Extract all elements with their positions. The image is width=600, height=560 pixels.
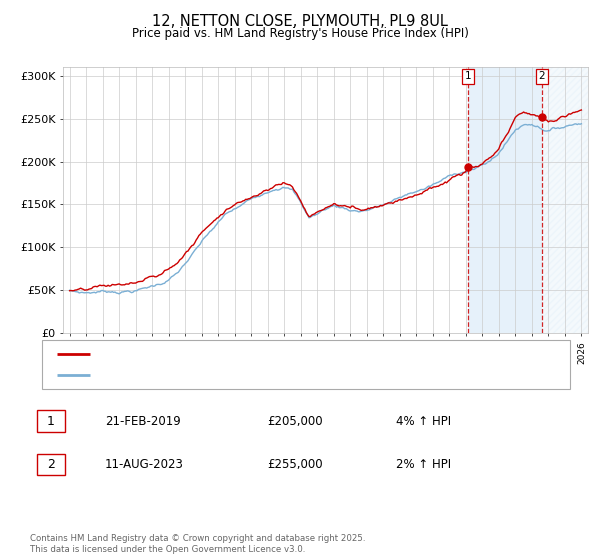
Text: £205,000: £205,000	[267, 414, 323, 428]
Text: 1: 1	[464, 71, 471, 81]
Text: 2% ↑ HPI: 2% ↑ HPI	[396, 458, 451, 472]
Bar	[468, 67, 542, 333]
Text: 1: 1	[47, 414, 55, 428]
Text: HPI: Average price, semi-detached house, City of Plymouth: HPI: Average price, semi-detached house,…	[101, 370, 409, 380]
Text: 11-AUG-2023: 11-AUG-2023	[105, 458, 184, 472]
Text: £255,000: £255,000	[267, 458, 323, 472]
Text: Price paid vs. HM Land Registry's House Price Index (HPI): Price paid vs. HM Land Registry's House …	[131, 27, 469, 40]
Text: 12, NETTON CLOSE, PLYMOUTH, PL9 8UL: 12, NETTON CLOSE, PLYMOUTH, PL9 8UL	[152, 14, 448, 29]
Text: 2: 2	[539, 71, 545, 81]
Bar	[542, 67, 590, 333]
Text: 21-FEB-2019: 21-FEB-2019	[105, 414, 181, 428]
Text: 12, NETTON CLOSE, PLYMOUTH, PL9 8UL (semi-detached house): 12, NETTON CLOSE, PLYMOUTH, PL9 8UL (sem…	[101, 349, 435, 359]
Text: 2: 2	[47, 458, 55, 472]
Text: 4% ↑ HPI: 4% ↑ HPI	[396, 414, 451, 428]
Text: Contains HM Land Registry data © Crown copyright and database right 2025.
This d: Contains HM Land Registry data © Crown c…	[30, 534, 365, 554]
